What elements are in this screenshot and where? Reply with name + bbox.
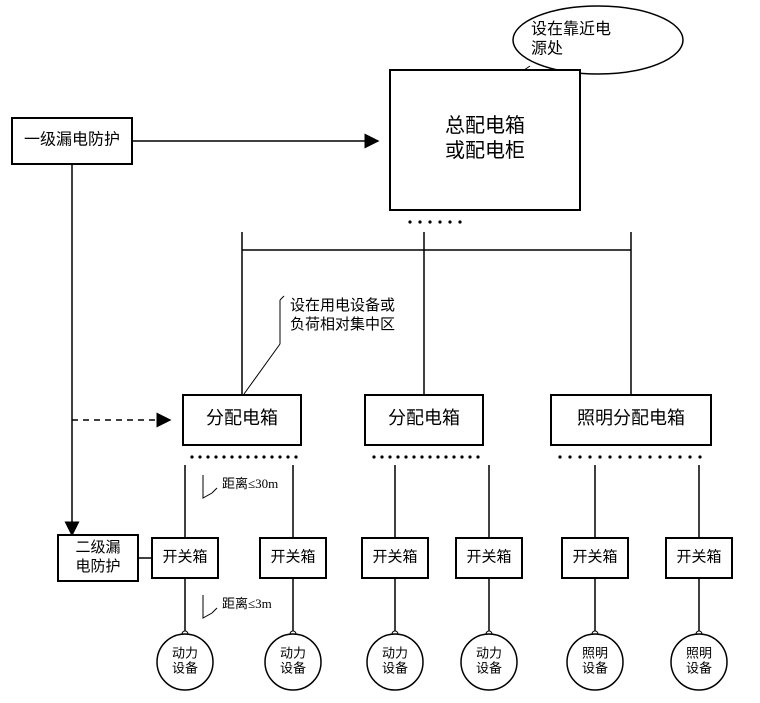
ellipsis-dot xyxy=(222,455,225,458)
note_center-text: 负荷相对集中区 xyxy=(290,316,395,333)
ellipsis-dot xyxy=(588,455,591,458)
callout-label: 设在靠近电 xyxy=(531,20,611,38)
ellipsis-dot xyxy=(460,455,463,458)
ellipsis-dot xyxy=(254,455,257,458)
c1-label: 动力 xyxy=(172,646,198,661)
main_box-label: 总配电箱 xyxy=(445,114,525,137)
ellipsis-dot xyxy=(568,455,571,458)
ellipsis-dot xyxy=(468,455,471,458)
sw1-label: 开关箱 xyxy=(162,548,207,565)
c4-label: 动力 xyxy=(476,646,502,661)
sw4-label: 开关箱 xyxy=(466,548,511,565)
ellipsis-dot xyxy=(444,455,447,458)
ellipsis-dot xyxy=(278,455,281,458)
c3-label: 动力 xyxy=(382,646,408,661)
dist2-label: 分配电箱 xyxy=(388,408,460,428)
callout-label: 源处 xyxy=(531,39,563,57)
c2-label: 设备 xyxy=(280,660,306,675)
sw3-label: 开关箱 xyxy=(372,548,417,565)
ellipsis-dot xyxy=(412,455,415,458)
ellipsis-dot xyxy=(668,455,671,458)
ellipsis-dot xyxy=(380,455,383,458)
ellipsis-dot xyxy=(678,455,681,458)
ellipsis-dot xyxy=(408,220,411,223)
ellipsis-dot xyxy=(428,220,431,223)
level1-label: 一级漏电防护 xyxy=(24,131,120,149)
ellipsis-dot xyxy=(396,455,399,458)
ellipsis-dot xyxy=(214,455,217,458)
ellipsis-dot xyxy=(388,455,391,458)
dist1-label: 分配电箱 xyxy=(206,408,278,428)
ellipsis-dot xyxy=(628,455,631,458)
ellipsis-dot xyxy=(238,455,241,458)
ellipsis-dot xyxy=(246,455,249,458)
c2-label: 动力 xyxy=(280,646,306,661)
c6-label: 照明 xyxy=(686,646,712,661)
ellipsis-dot xyxy=(638,455,641,458)
ellipsis-dot xyxy=(698,455,701,458)
ellipsis-dot xyxy=(420,455,423,458)
ellipsis-dot xyxy=(372,455,375,458)
c6-label: 设备 xyxy=(686,660,712,675)
note_3m-text: 距离≤3m xyxy=(222,596,272,611)
ellipsis-dot xyxy=(270,455,273,458)
ellipsis-dot xyxy=(404,455,407,458)
ellipsis-dot xyxy=(558,455,561,458)
electrical-distribution-diagram: 设在靠近电源处总配电箱或配电柜 一级漏电防护二级漏电防护 分配电箱 分配电箱 照明分配电… xyxy=(0,0,760,703)
ellipsis-dot xyxy=(618,455,621,458)
main_box-label: 或配电柜 xyxy=(445,139,525,162)
sw2-label: 开关箱 xyxy=(270,548,315,565)
dist3-label: 照明分配电箱 xyxy=(577,408,685,428)
ellipsis-dot xyxy=(688,455,691,458)
ellipsis-dot xyxy=(428,455,431,458)
sw6-label: 开关箱 xyxy=(676,548,721,565)
ellipsis-dot xyxy=(608,455,611,458)
ellipsis-dot xyxy=(578,455,581,458)
level2-label: 二级漏 xyxy=(75,539,120,556)
ellipsis-dot xyxy=(458,220,461,223)
ellipsis-dot xyxy=(658,455,661,458)
ellipsis-dot xyxy=(598,455,601,458)
ellipsis-dot xyxy=(206,455,209,458)
note_30m-text: 距离≤30m xyxy=(222,476,278,491)
c4-label: 设备 xyxy=(476,660,502,675)
ellipsis-dot xyxy=(262,455,265,458)
ellipsis-dot xyxy=(418,220,421,223)
ellipsis-dot xyxy=(230,455,233,458)
c1-label: 设备 xyxy=(172,660,198,675)
c5-label: 设备 xyxy=(582,660,608,675)
ellipsis-dot xyxy=(648,455,651,458)
ellipsis-dot xyxy=(448,220,451,223)
c3-label: 设备 xyxy=(382,660,408,675)
note_center-text: 设在用电设备或 xyxy=(290,297,395,314)
c5-label: 照明 xyxy=(582,646,608,661)
ellipsis-dot xyxy=(452,455,455,458)
sw5-label: 开关箱 xyxy=(572,548,617,565)
ellipsis-dot xyxy=(436,455,439,458)
ellipsis-dot xyxy=(190,455,193,458)
ellipsis-dot xyxy=(198,455,201,458)
ellipsis-dot xyxy=(476,455,479,458)
ellipsis-dot xyxy=(438,220,441,223)
ellipsis-dot xyxy=(286,455,289,458)
level2-label: 电防护 xyxy=(75,558,120,575)
ellipsis-dot xyxy=(294,455,297,458)
